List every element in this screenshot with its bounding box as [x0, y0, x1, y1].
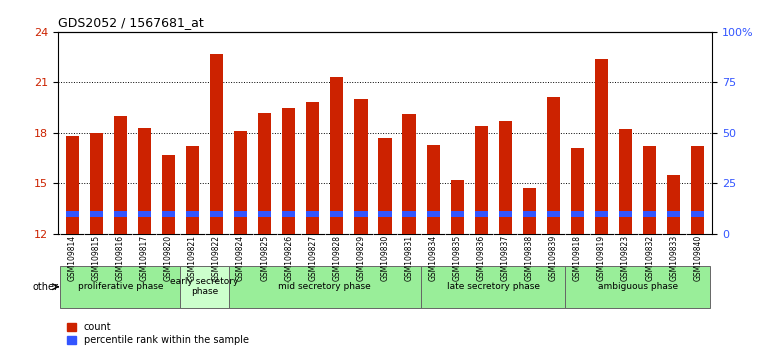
Bar [89, 211, 103, 217]
Text: GSM109825: GSM109825 [260, 235, 269, 281]
Text: GSM109835: GSM109835 [453, 235, 462, 281]
Bar [421, 266, 565, 308]
Bar [186, 211, 199, 217]
Text: proliferative phase: proliferative phase [78, 282, 163, 291]
Bar [643, 146, 656, 234]
Text: GSM109815: GSM109815 [92, 235, 101, 281]
Bar [65, 211, 79, 217]
Bar [180, 266, 229, 308]
Text: GSM109836: GSM109836 [477, 235, 486, 281]
Bar [378, 211, 392, 217]
Bar [450, 211, 464, 217]
Bar [499, 211, 512, 217]
Bar [523, 188, 536, 234]
Bar [450, 180, 464, 234]
Bar [306, 103, 320, 234]
Bar [595, 59, 608, 234]
Bar [523, 211, 536, 217]
Text: GSM109828: GSM109828 [333, 235, 341, 281]
Bar [89, 133, 103, 234]
Bar [354, 211, 367, 217]
Text: mid secretory phase: mid secretory phase [279, 282, 371, 291]
Bar [330, 211, 343, 217]
Text: GDS2052 / 1567681_at: GDS2052 / 1567681_at [58, 16, 203, 29]
Bar [138, 211, 151, 217]
Bar [258, 211, 271, 217]
Bar [378, 138, 392, 234]
Bar [427, 211, 440, 217]
Bar [547, 97, 560, 234]
Text: GSM109837: GSM109837 [500, 235, 510, 281]
Bar [619, 130, 632, 234]
Bar [667, 211, 681, 217]
Bar [427, 144, 440, 234]
Bar [643, 211, 656, 217]
Text: GSM109824: GSM109824 [236, 235, 245, 281]
Bar [229, 266, 421, 308]
Bar [571, 148, 584, 234]
Bar [474, 211, 488, 217]
Bar [162, 211, 175, 217]
Text: GSM109833: GSM109833 [669, 235, 678, 281]
Text: GSM109817: GSM109817 [140, 235, 149, 281]
Bar [162, 155, 175, 234]
Bar [571, 211, 584, 217]
Bar [595, 211, 608, 217]
Bar [691, 146, 705, 234]
Bar [354, 99, 367, 234]
Bar [210, 211, 223, 217]
Bar [138, 128, 151, 234]
Text: GSM109818: GSM109818 [573, 235, 582, 281]
Text: GSM109840: GSM109840 [693, 235, 702, 281]
Bar [499, 121, 512, 234]
Bar [403, 114, 416, 234]
Text: ambiguous phase: ambiguous phase [598, 282, 678, 291]
Text: GSM109819: GSM109819 [597, 235, 606, 281]
Text: GSM109822: GSM109822 [212, 235, 221, 281]
Text: GSM109829: GSM109829 [357, 235, 366, 281]
Bar [547, 211, 560, 217]
Bar [691, 211, 705, 217]
Bar [186, 146, 199, 234]
Text: other: other [32, 282, 59, 292]
Bar [403, 211, 416, 217]
Bar [282, 108, 296, 234]
Text: GSM109827: GSM109827 [308, 235, 317, 281]
Text: GSM109834: GSM109834 [429, 235, 437, 281]
Bar [330, 77, 343, 234]
Text: late secretory phase: late secretory phase [447, 282, 540, 291]
Bar [565, 266, 710, 308]
Text: GSM109830: GSM109830 [380, 235, 390, 281]
Text: GSM109831: GSM109831 [404, 235, 413, 281]
Bar [210, 54, 223, 234]
Text: GSM109816: GSM109816 [116, 235, 125, 281]
Bar [306, 211, 320, 217]
Text: GSM109839: GSM109839 [549, 235, 558, 281]
Bar [258, 113, 271, 234]
Text: GSM109823: GSM109823 [621, 235, 630, 281]
Bar [114, 211, 127, 217]
Bar [234, 211, 247, 217]
Bar [60, 266, 180, 308]
Text: GSM109826: GSM109826 [284, 235, 293, 281]
Bar [282, 211, 296, 217]
Bar [234, 131, 247, 234]
Text: GSM109832: GSM109832 [645, 235, 654, 281]
Bar [65, 136, 79, 234]
Text: GSM109814: GSM109814 [68, 235, 77, 281]
Bar [619, 211, 632, 217]
Text: GSM109821: GSM109821 [188, 235, 197, 281]
Bar [114, 116, 127, 234]
Text: GSM109820: GSM109820 [164, 235, 173, 281]
Bar [667, 175, 681, 234]
Legend: count, percentile rank within the sample: count, percentile rank within the sample [62, 319, 253, 349]
Text: GSM109838: GSM109838 [525, 235, 534, 281]
Text: early secretory
phase: early secretory phase [170, 277, 239, 296]
Bar [474, 126, 488, 234]
